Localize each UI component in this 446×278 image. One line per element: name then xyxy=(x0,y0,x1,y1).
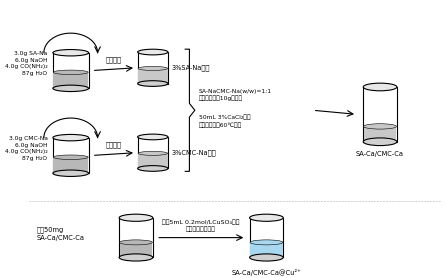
Ellipse shape xyxy=(363,83,397,91)
Text: 加入5mL 0.2mol/LCuSO₄溶液
掄拌、过滤、烘干: 加入5mL 0.2mol/LCuSO₄溶液 掄拌、过滤、烘干 xyxy=(162,220,240,232)
Text: SA-Ca/CMC-Ca@Cu²⁺: SA-Ca/CMC-Ca@Cu²⁺ xyxy=(231,269,301,276)
Ellipse shape xyxy=(53,49,89,56)
Ellipse shape xyxy=(120,240,153,245)
Text: 3%CMC-Na溶液: 3%CMC-Na溶液 xyxy=(171,149,216,156)
Text: 3%SA-Na溶液: 3%SA-Na溶液 xyxy=(171,64,210,71)
Bar xyxy=(53,53,89,88)
Ellipse shape xyxy=(138,166,168,171)
Bar xyxy=(250,242,283,257)
Text: 无分混合: 无分混合 xyxy=(106,56,122,63)
Text: SA-Ca/CMC-Ca: SA-Ca/CMC-Ca xyxy=(356,151,404,157)
Ellipse shape xyxy=(363,124,396,129)
Ellipse shape xyxy=(53,135,89,141)
Ellipse shape xyxy=(138,81,168,86)
Text: 3.0g SA-Na
6.0g NaOH
4.0g CO(NH₂)₂
87g H₂O: 3.0g SA-Na 6.0g NaOH 4.0g CO(NH₂)₂ 87g H… xyxy=(5,51,48,76)
Bar xyxy=(119,218,153,257)
Ellipse shape xyxy=(138,151,168,155)
Ellipse shape xyxy=(250,214,283,221)
Text: SA-NaCMC-Na(w/w)=1:1
混合为质量为10g的溶液: SA-NaCMC-Na(w/w)=1:1 混合为质量为10g的溶液 xyxy=(199,89,272,101)
Ellipse shape xyxy=(250,240,283,245)
Ellipse shape xyxy=(363,138,397,146)
Text: 50mL 3%CaCl₂溶液
掄拌、过滤、60℃烘干: 50mL 3%CaCl₂溶液 掄拌、过滤、60℃烘干 xyxy=(199,115,251,128)
Ellipse shape xyxy=(138,134,168,140)
Text: 称取50mg
SA-Ca/CMC-Ca: 称取50mg SA-Ca/CMC-Ca xyxy=(37,226,85,241)
Bar xyxy=(138,68,168,83)
Bar xyxy=(120,242,153,257)
Bar xyxy=(138,137,168,168)
Ellipse shape xyxy=(138,66,168,70)
Text: 天分混合: 天分混合 xyxy=(106,142,122,148)
Bar xyxy=(250,218,283,257)
Ellipse shape xyxy=(53,155,88,160)
Ellipse shape xyxy=(119,254,153,261)
Ellipse shape xyxy=(53,70,88,75)
Bar xyxy=(53,157,88,173)
Ellipse shape xyxy=(138,49,168,55)
Ellipse shape xyxy=(53,170,89,177)
Ellipse shape xyxy=(53,85,89,91)
Text: 3.0g CMC-Na
6.0g NaOH
4.0g CO(NH₂)₂
87g H₂O: 3.0g CMC-Na 6.0g NaOH 4.0g CO(NH₂)₂ 87g … xyxy=(5,136,48,161)
Bar xyxy=(138,153,168,168)
Bar xyxy=(53,72,88,88)
Bar xyxy=(363,87,397,142)
Bar xyxy=(363,126,396,142)
Ellipse shape xyxy=(119,214,153,221)
Bar xyxy=(138,52,168,84)
Ellipse shape xyxy=(250,254,283,261)
Bar xyxy=(53,138,89,173)
